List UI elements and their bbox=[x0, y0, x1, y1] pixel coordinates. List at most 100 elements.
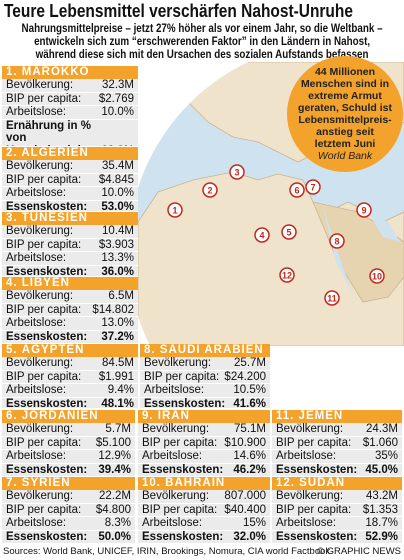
stat-label: BIP per capita: bbox=[6, 370, 82, 383]
stat-value: 10.0% bbox=[101, 106, 134, 118]
stat-row: BIP per capita: $40.400 bbox=[138, 503, 270, 517]
stat-label: Essenskosten: bbox=[6, 265, 88, 277]
marker-circle bbox=[356, 202, 372, 218]
stat-row: Ernährung in % von Haushaltseinkommen:63… bbox=[2, 120, 138, 147]
map-marker: 2 bbox=[202, 182, 218, 198]
stat-value: 13.0% bbox=[101, 317, 134, 329]
stat-label: Bevölkerung: bbox=[142, 423, 210, 435]
stat-row: Bevölkerung: 5.7M bbox=[2, 423, 135, 437]
map-marker: 9 bbox=[356, 202, 372, 218]
stat-label: Bevölkerung: bbox=[6, 490, 74, 502]
stat-row: Arbeitslose: 15% bbox=[138, 517, 270, 531]
stat-row: Arbeitslose: 18.7% bbox=[272, 517, 402, 531]
stat-label: BIP per capita: bbox=[6, 173, 82, 186]
stat-row: Arbeitslose: 14.6% bbox=[138, 450, 270, 464]
stat-value: 35.4M bbox=[102, 160, 134, 172]
country-header: 1. MAROKKO bbox=[2, 66, 138, 79]
stat-label: BIP per capita: bbox=[6, 92, 82, 105]
stat-value: 25.7M bbox=[234, 357, 266, 369]
marker-label: 2 bbox=[207, 186, 212, 196]
stat-row: BIP per capita: $10.900 bbox=[138, 436, 270, 450]
stat-label: Arbeitslose: bbox=[6, 106, 67, 118]
stat-value: 10.5% bbox=[233, 384, 266, 396]
stat-row: BIP per capita: $1.060 bbox=[272, 436, 402, 450]
stat-value: 5.7M bbox=[105, 423, 131, 435]
stat-row: BIP per capita: $1.353 bbox=[272, 503, 402, 517]
stat-label: Arbeitslose: bbox=[142, 517, 203, 529]
stat-value: 39.4% bbox=[98, 463, 131, 476]
stat-label: Bevölkerung: bbox=[6, 160, 74, 172]
stat-value: $1.060 bbox=[362, 436, 398, 449]
marker-circle bbox=[329, 233, 345, 249]
stat-value: 32.0% bbox=[233, 530, 266, 543]
marker-label: 3 bbox=[234, 168, 239, 178]
stat-label: Arbeitslose: bbox=[6, 187, 67, 199]
country-box: 7. SYRIEN Bevölkerung: 22.2M BIP per capita… bbox=[2, 477, 135, 543]
country-header: 2. ALGERIEN bbox=[2, 147, 138, 160]
country-header: 8. SAUDI ARABIEN bbox=[140, 344, 270, 357]
stat-label: BIP per capita: bbox=[276, 436, 352, 449]
country-box: 12. SUDAN Bevölkerung: 43.2M BIP per capita… bbox=[272, 477, 402, 543]
marker-label: 8 bbox=[334, 237, 339, 247]
stat-value: $10.900 bbox=[224, 436, 266, 449]
stat-label: Arbeitslose: bbox=[142, 450, 203, 462]
country-box: 8. SAUDI ARABIEN Bevölkerung: 25.7M BIP per… bbox=[140, 344, 270, 408]
stat-value: 24.3M bbox=[366, 423, 398, 435]
stat-row: Arbeitslose: 10.5% bbox=[140, 384, 270, 398]
marker-circle bbox=[229, 164, 245, 180]
marker-label: 6 bbox=[294, 186, 299, 196]
stat-label: Arbeitslose: bbox=[6, 317, 67, 329]
stat-label: Essenskosten: bbox=[6, 530, 88, 543]
stat-value: $3.903 bbox=[98, 238, 134, 251]
stat-label: Bevölkerung: bbox=[6, 225, 74, 237]
stat-label: Arbeitslose: bbox=[144, 384, 205, 396]
country-box: 5. ÄGYPTEN Bevölkerung: 84.5M BIP per capit… bbox=[2, 344, 138, 408]
stat-value: 53.0% bbox=[101, 200, 134, 212]
stat-row: Bevölkerung: 24.3M bbox=[272, 423, 402, 437]
stat-value: 52.9% bbox=[365, 530, 398, 543]
marker-label: 11 bbox=[327, 294, 337, 304]
country-box: 10. BAHRAIN Bevölkerung: 807.000 BIP per ca… bbox=[138, 477, 270, 543]
subtitle-line: entwickeln sich zum “erschwerenden Fakto… bbox=[34, 36, 371, 48]
stat-value: 32.3M bbox=[102, 79, 134, 91]
country-box: 4. LIBYEN Bevölkerung: 6.5M BIP per capita:… bbox=[2, 277, 138, 343]
marker-circle bbox=[324, 290, 340, 306]
callout-source: World Bank bbox=[317, 150, 373, 162]
stat-value: 14.6% bbox=[233, 450, 266, 462]
marker-label: 10 bbox=[372, 272, 382, 282]
country-header: 11. JEMEN bbox=[272, 410, 402, 423]
stat-label: Bevölkerung: bbox=[276, 490, 344, 502]
sources: Sources: World Bank, UNICEF, IRIN, Brook… bbox=[3, 546, 331, 557]
country-header: 12. SUDAN bbox=[272, 477, 402, 490]
stat-label: BIP per capita: bbox=[6, 503, 82, 516]
country-box: 2. ALGERIEN Bevölkerung: 35.4M BIP per capi… bbox=[2, 147, 138, 211]
map-marker: 8 bbox=[329, 233, 345, 249]
marker-label: 9 bbox=[361, 206, 366, 216]
stat-label: Bevölkerung: bbox=[6, 357, 74, 369]
title: Teure Lebensmittel verschärfen Nahost-Un… bbox=[4, 1, 353, 21]
marker-circle bbox=[281, 224, 297, 240]
stat-row: Arbeitslose: 10.0% bbox=[2, 106, 138, 120]
stat-label: BIP per capita: bbox=[6, 303, 82, 316]
stat-value: $5.100 bbox=[95, 436, 131, 449]
stat-label: Arbeitslose: bbox=[276, 450, 337, 462]
stat-value: 50.0% bbox=[98, 530, 131, 543]
stat-label: Arbeitslose: bbox=[6, 517, 67, 529]
credit: © GRAPHIC NEWS bbox=[316, 546, 401, 557]
map-marker: 4 bbox=[254, 227, 270, 243]
stat-row: Essenskosten: 52.9% bbox=[272, 531, 402, 544]
stat-row: BIP per capita: $4.800 bbox=[2, 503, 135, 517]
country-header: 3. TUNESIEN bbox=[2, 212, 138, 225]
stat-row: Essenskosten: 32.0% bbox=[138, 531, 270, 544]
stat-label: BIP per capita: bbox=[276, 503, 352, 516]
marker-circle bbox=[202, 182, 218, 198]
marker-circle bbox=[279, 267, 295, 283]
stat-row: Essenskosten: 48.1% bbox=[2, 398, 138, 409]
stat-value: $40.400 bbox=[224, 503, 266, 516]
country-box: 9. IRAN Bevölkerung: 75.1M BIP per capita: $… bbox=[138, 410, 270, 476]
stat-value: 48.1% bbox=[101, 397, 134, 409]
stat-label: Bevölkerung: bbox=[6, 290, 74, 302]
stat-row: Essenskosten: 50.0% bbox=[2, 531, 135, 544]
stat-value: 15% bbox=[242, 517, 266, 529]
